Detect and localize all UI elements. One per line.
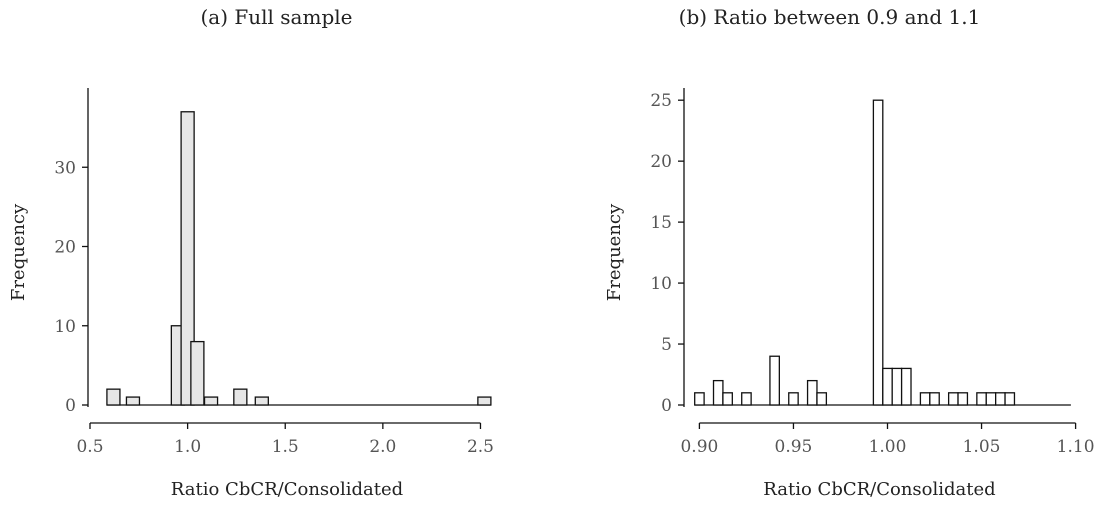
panel-title: (a) Full sample <box>200 5 353 29</box>
y-tick-label: 0 <box>661 396 672 416</box>
histogram-bar <box>694 392 705 406</box>
x-tick-label: 1.00 <box>869 437 907 457</box>
histogram-bar <box>203 396 219 406</box>
histogram-bar <box>957 392 969 406</box>
y-axis-title: Frequency <box>604 203 625 301</box>
y-tick-label: 10 <box>54 317 76 337</box>
histogram-bar <box>254 396 269 406</box>
histogram-bar <box>976 392 987 406</box>
histogram-bar <box>891 367 903 406</box>
histogram-bar <box>985 392 997 406</box>
y-tick-label: 5 <box>661 335 672 355</box>
y-tick-label: 10 <box>650 274 672 294</box>
y-tick-label: 20 <box>54 238 76 258</box>
histogram-bar <box>788 392 799 406</box>
panel-title: (b) Ratio between 0.9 and 1.1 <box>678 5 981 29</box>
x-tick-label: 0.5 <box>76 437 103 457</box>
histogram-chart: 0 10 20 30 0.5 1.0 1.5 2.0 2.5 Ratio CbCR/Consoli… <box>8 88 494 500</box>
x-tick-label: 1.05 <box>963 437 1001 457</box>
histogram-bar <box>712 379 724 406</box>
histogram-bar <box>106 388 121 406</box>
x-tick-label: 0.95 <box>775 437 813 457</box>
y-tick-label: 20 <box>650 152 672 172</box>
x-tick-label: 0.90 <box>680 437 718 457</box>
x-axis-title: Ratio CbCR/Consolidated <box>171 479 403 500</box>
histogram-bar <box>882 367 893 406</box>
histogram-bar <box>995 392 1006 406</box>
histogram-bar <box>741 392 752 406</box>
y-tick-label: 30 <box>54 158 76 178</box>
histogram-bar <box>722 392 733 406</box>
x-tick-label: 2.0 <box>369 437 396 457</box>
x-tick-label: 1.10 <box>1057 437 1095 457</box>
histogram-bar <box>947 392 959 406</box>
histogram-bar <box>929 392 940 406</box>
histogram-bar <box>477 396 492 406</box>
histogram-bar <box>190 340 205 406</box>
histogram-bar <box>872 99 884 406</box>
histogram-bar <box>125 396 141 406</box>
histogram-bar <box>769 355 780 406</box>
y-tick-label: 0 <box>65 396 76 416</box>
x-tick-label: 1.0 <box>174 437 201 457</box>
histogram-bar <box>180 111 195 406</box>
histogram-bar <box>900 367 912 406</box>
histogram-bar <box>1004 392 1016 406</box>
y-tick-label: 15 <box>650 213 672 233</box>
histogram-bar <box>919 392 931 406</box>
histogram-panel-full-sample: (a) Full sample 0 10 20 30 0.5 1.0 1.5 2.0 2.5 Ra… <box>8 5 494 500</box>
histogram-chart: 0 5 10 15 20 25 0.90 0.95 1.00 1.05 1.10 Ratio CbCR… <box>604 88 1095 500</box>
x-axis-title: Ratio CbCR/Consolidated <box>763 479 995 500</box>
histogram-bar <box>816 392 828 406</box>
histogram-bar <box>233 388 248 406</box>
histogram-panel-ratio-range: (b) Ratio between 0.9 and 1.1 0 5 10 15 20 25… <box>553 0 1106 505</box>
x-tick-label: 1.5 <box>272 437 299 457</box>
y-axis-title: Frequency <box>8 203 29 301</box>
y-tick-label: 25 <box>650 91 672 111</box>
x-tick-label: 2.5 <box>467 437 494 457</box>
histogram-bar <box>806 379 818 406</box>
